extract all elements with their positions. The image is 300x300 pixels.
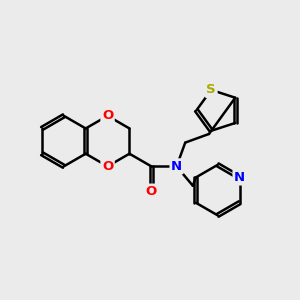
Text: N: N: [234, 171, 245, 184]
Text: S: S: [206, 83, 216, 96]
Text: N: N: [171, 160, 182, 173]
Text: O: O: [146, 185, 157, 198]
Text: O: O: [102, 109, 113, 122]
Text: O: O: [102, 160, 113, 173]
